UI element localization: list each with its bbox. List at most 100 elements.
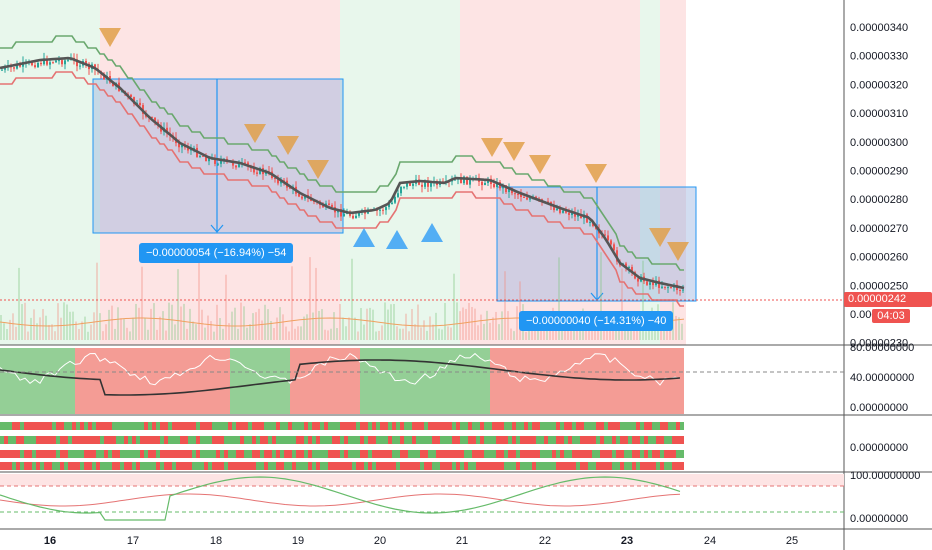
candle-body	[52, 62, 54, 64]
signal-cell	[312, 450, 316, 458]
volume-bar	[66, 304, 68, 340]
oscillator-pane-3[interactable]	[0, 474, 844, 521]
candle-body	[220, 161, 222, 164]
signal-cell	[248, 462, 252, 470]
signal-cell	[436, 422, 440, 430]
signal-cell	[420, 450, 424, 458]
volume-bar	[126, 327, 128, 340]
sell-signal-icon	[529, 155, 551, 174]
signal-cell	[48, 450, 52, 458]
date-axis-label: 21	[456, 535, 468, 547]
volume-bar	[27, 331, 29, 340]
volume-bar	[390, 304, 392, 340]
signal-cell	[416, 450, 420, 458]
oscillator-pane-1[interactable]	[0, 348, 844, 414]
candle-body	[631, 267, 633, 273]
volume-bar	[192, 321, 194, 340]
signal-cell	[352, 436, 356, 444]
signal-cell	[356, 436, 360, 444]
time-axis[interactable]: 16 17 18 19 20 21 22 23 24 25	[44, 535, 798, 547]
signal-cell	[352, 462, 356, 470]
signal-cell	[636, 422, 640, 430]
volume-bar	[432, 324, 434, 340]
signal-cell	[460, 436, 464, 444]
signal-cell	[160, 450, 164, 458]
signal-cell	[72, 462, 76, 470]
signal-cell	[420, 436, 424, 444]
signal-cell	[664, 450, 668, 458]
signal-cell	[192, 462, 196, 470]
signal-cell	[172, 422, 176, 430]
price-axis-label: 0.00000250	[850, 280, 908, 292]
volume-bar	[186, 328, 188, 340]
volume-bar	[492, 317, 494, 340]
signal-cell	[548, 436, 552, 444]
candle-body	[232, 161, 234, 166]
price-axis[interactable]: 0.00000340 0.00000330 0.00000320 0.00000310…	[850, 22, 908, 350]
signal-cell	[20, 462, 24, 470]
signal-cell	[4, 462, 8, 470]
signal-cell	[300, 462, 304, 470]
candle-body	[427, 181, 429, 187]
signal-cell	[220, 450, 224, 458]
signal-cell	[84, 422, 88, 430]
signal-cell	[180, 422, 184, 430]
signal-cell	[576, 450, 580, 458]
signal-cell	[72, 436, 76, 444]
signal-cell	[340, 462, 344, 470]
signal-cell	[632, 450, 636, 458]
signal-cell	[456, 422, 460, 430]
candle-body	[505, 185, 507, 193]
signal-cell	[564, 462, 568, 470]
signal-cell	[276, 422, 280, 430]
oscillator-pane-2[interactable]	[0, 422, 684, 470]
volume-bar	[51, 324, 53, 340]
signal-cell	[292, 450, 296, 458]
signal-cell	[80, 450, 84, 458]
signal-cell	[384, 422, 388, 430]
signal-cell	[136, 450, 140, 458]
candle-body	[235, 165, 237, 168]
signal-cell	[100, 436, 104, 444]
signal-cell	[408, 450, 412, 458]
signal-cell	[404, 450, 408, 458]
sell-signal-icon	[503, 142, 525, 161]
date-axis-label: 25	[786, 535, 798, 547]
candle-body	[547, 201, 549, 203]
signal-cell	[444, 422, 448, 430]
signal-cell	[644, 450, 648, 458]
candle-body	[589, 221, 591, 223]
signal-cell	[436, 436, 440, 444]
signal-cell	[424, 462, 428, 470]
signal-cell	[88, 450, 92, 458]
signal-cell	[468, 450, 472, 458]
signal-cell	[452, 462, 456, 470]
signal-cell	[228, 450, 232, 458]
signal-cell	[44, 436, 48, 444]
signal-cell	[480, 450, 484, 458]
measure-range-box-1[interactable]	[92, 78, 344, 234]
candle-body	[463, 176, 465, 184]
volume-bar	[378, 330, 380, 340]
signal-cell	[404, 462, 408, 470]
signal-cell	[668, 422, 672, 430]
candle-body	[484, 182, 486, 186]
signal-cell	[32, 450, 36, 458]
signal-cell	[460, 462, 464, 470]
signal-cell	[24, 450, 28, 458]
signal-cell	[660, 422, 664, 430]
signal-cell	[552, 436, 556, 444]
signal-cell	[36, 450, 40, 458]
signal-cell	[188, 436, 192, 444]
signal-cell	[500, 422, 504, 430]
date-axis-label: 24	[704, 535, 716, 547]
signal-cell	[388, 422, 392, 430]
signal-cell	[584, 462, 588, 470]
oscillator-axis[interactable]: 80.00000000 40.00000000 0.00000000 0.000000…	[850, 342, 920, 525]
signal-cell	[668, 436, 672, 444]
candle-body	[625, 263, 627, 268]
signal-cell	[76, 450, 80, 458]
candle-body	[328, 203, 330, 206]
signal-cell	[520, 436, 524, 444]
